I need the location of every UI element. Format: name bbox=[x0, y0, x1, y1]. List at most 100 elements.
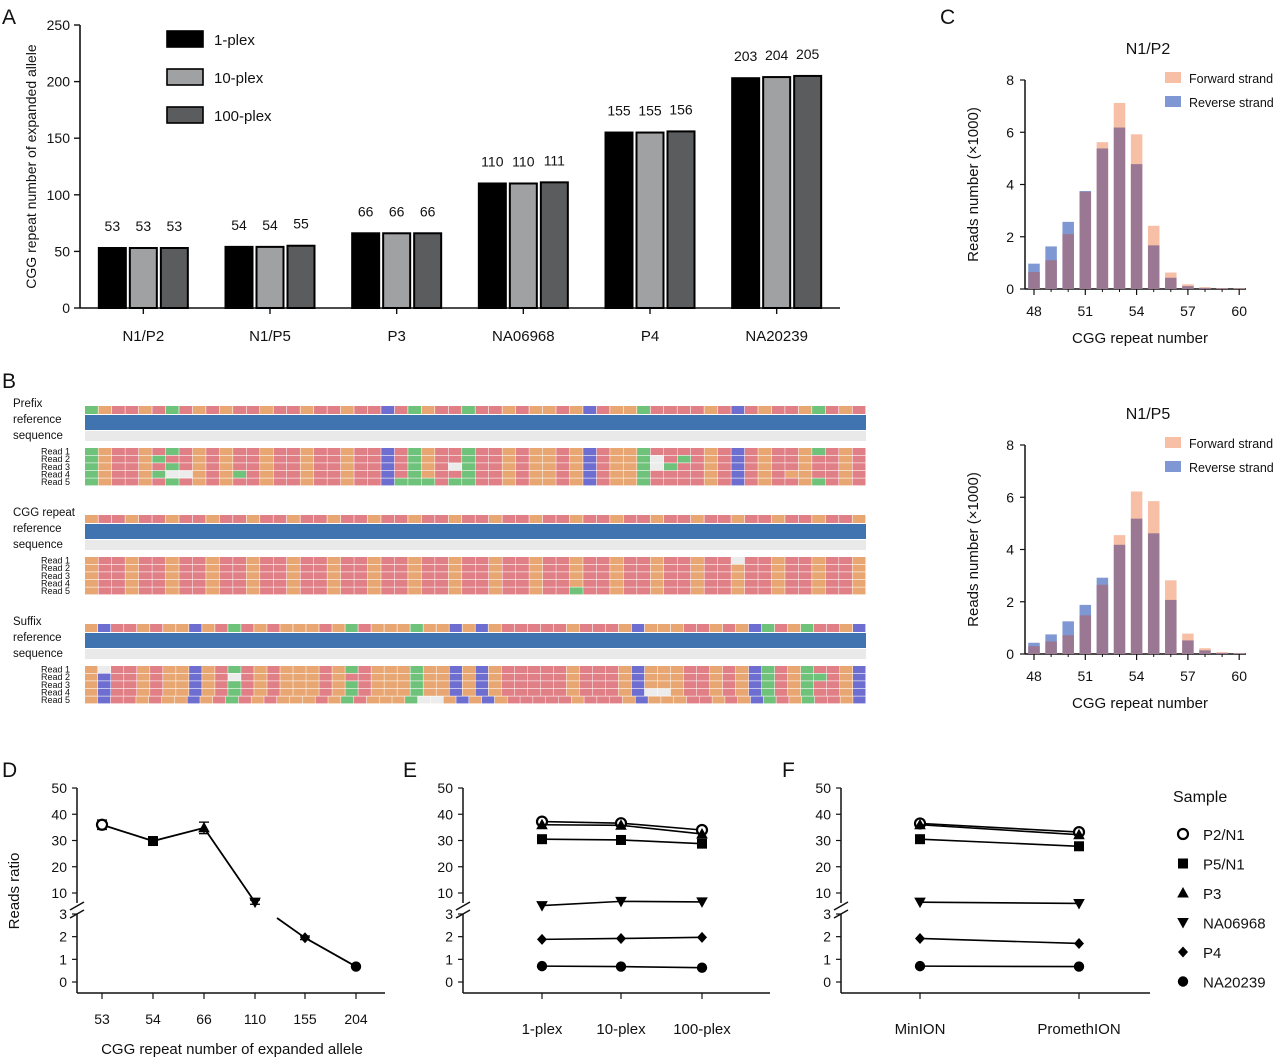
read-base bbox=[825, 463, 839, 471]
legend-marker bbox=[1177, 887, 1189, 898]
read-base bbox=[371, 666, 384, 673]
read-base bbox=[771, 587, 785, 595]
x-axis-label: CGG repeat number bbox=[1072, 330, 1208, 347]
read-base bbox=[744, 587, 758, 595]
read-base bbox=[394, 572, 408, 580]
read-base bbox=[853, 696, 866, 704]
read-base bbox=[553, 673, 567, 681]
read-base bbox=[137, 688, 150, 696]
read-base bbox=[501, 673, 515, 681]
read-base bbox=[798, 470, 812, 478]
read-base bbox=[644, 673, 658, 681]
read-base bbox=[569, 579, 583, 587]
read-base bbox=[798, 455, 812, 463]
read-base bbox=[435, 564, 449, 572]
data-point bbox=[915, 834, 925, 845]
read-base bbox=[501, 688, 515, 696]
read-base bbox=[179, 572, 193, 580]
read-base bbox=[610, 564, 624, 572]
read-base bbox=[825, 448, 839, 455]
read-base bbox=[138, 557, 152, 564]
read-base bbox=[300, 463, 314, 471]
read-base bbox=[515, 564, 529, 572]
read-base bbox=[852, 564, 866, 572]
read-base bbox=[260, 455, 274, 463]
reference-base bbox=[228, 624, 241, 632]
read-base bbox=[717, 572, 731, 580]
read-base bbox=[421, 587, 435, 595]
read-base bbox=[623, 579, 637, 587]
read-base bbox=[696, 666, 710, 673]
data-point bbox=[697, 838, 707, 849]
data-point bbox=[914, 960, 926, 972]
read-base bbox=[152, 579, 166, 587]
read-base bbox=[569, 572, 583, 580]
read-base bbox=[704, 448, 718, 455]
reference-base bbox=[664, 406, 677, 414]
read-base bbox=[556, 564, 570, 572]
read-base bbox=[354, 478, 368, 486]
read-base bbox=[246, 463, 260, 471]
read-base bbox=[435, 470, 449, 478]
read-base bbox=[345, 681, 358, 689]
bar-overlap bbox=[1147, 245, 1160, 289]
read-base bbox=[507, 696, 520, 704]
read-base bbox=[690, 448, 704, 455]
data-label: 204 bbox=[765, 47, 789, 63]
read-base bbox=[273, 572, 287, 580]
read-base bbox=[267, 681, 280, 689]
bar-overlap bbox=[1028, 646, 1040, 654]
read-base bbox=[206, 587, 220, 595]
read-base bbox=[677, 448, 691, 455]
bar bbox=[286, 244, 316, 310]
reference-base bbox=[744, 406, 758, 414]
read-base bbox=[787, 666, 801, 673]
read-base bbox=[744, 564, 758, 572]
read-base bbox=[152, 572, 166, 580]
series-line bbox=[304, 937, 357, 968]
read-base bbox=[583, 587, 597, 595]
read-label: Read 2 bbox=[41, 563, 70, 573]
read-base bbox=[327, 572, 341, 580]
read-base bbox=[340, 470, 354, 478]
read-base bbox=[852, 587, 866, 595]
read-base bbox=[677, 470, 691, 478]
reference-base bbox=[475, 406, 489, 414]
y-tick-label: 200 bbox=[47, 74, 71, 90]
read-base bbox=[354, 463, 368, 471]
read-base bbox=[542, 455, 556, 463]
panel-label-d: D bbox=[2, 759, 17, 782]
read-base bbox=[637, 572, 651, 580]
read-base bbox=[289, 696, 303, 704]
read-base bbox=[605, 673, 619, 681]
y-tick-label: 50 bbox=[51, 780, 67, 796]
read-base bbox=[98, 463, 112, 471]
sequence-label: sequence bbox=[13, 430, 63, 442]
read-base bbox=[111, 455, 125, 463]
read-base bbox=[241, 688, 254, 696]
read-base bbox=[748, 673, 762, 681]
read-base bbox=[358, 681, 371, 689]
read-base bbox=[610, 557, 624, 564]
read-base bbox=[556, 470, 570, 478]
read-base bbox=[300, 455, 314, 463]
read-base bbox=[138, 564, 152, 572]
reference-base bbox=[206, 515, 220, 523]
read-base bbox=[408, 478, 422, 486]
read-base bbox=[610, 455, 624, 463]
read-base bbox=[165, 579, 179, 587]
reference-base bbox=[657, 624, 671, 632]
read-base bbox=[179, 463, 193, 471]
read-base bbox=[462, 557, 475, 564]
read-base bbox=[677, 579, 691, 587]
read-base bbox=[839, 579, 853, 587]
data-label: 110 bbox=[481, 153, 504, 169]
x-tick-label: 1-plex bbox=[522, 1021, 563, 1038]
reference-base bbox=[394, 406, 408, 414]
read-base bbox=[776, 696, 789, 704]
read-base bbox=[300, 587, 314, 595]
y-tick-label: 0 bbox=[62, 300, 70, 316]
read-base bbox=[527, 666, 541, 673]
read-base bbox=[176, 666, 189, 673]
read-base bbox=[758, 564, 772, 572]
